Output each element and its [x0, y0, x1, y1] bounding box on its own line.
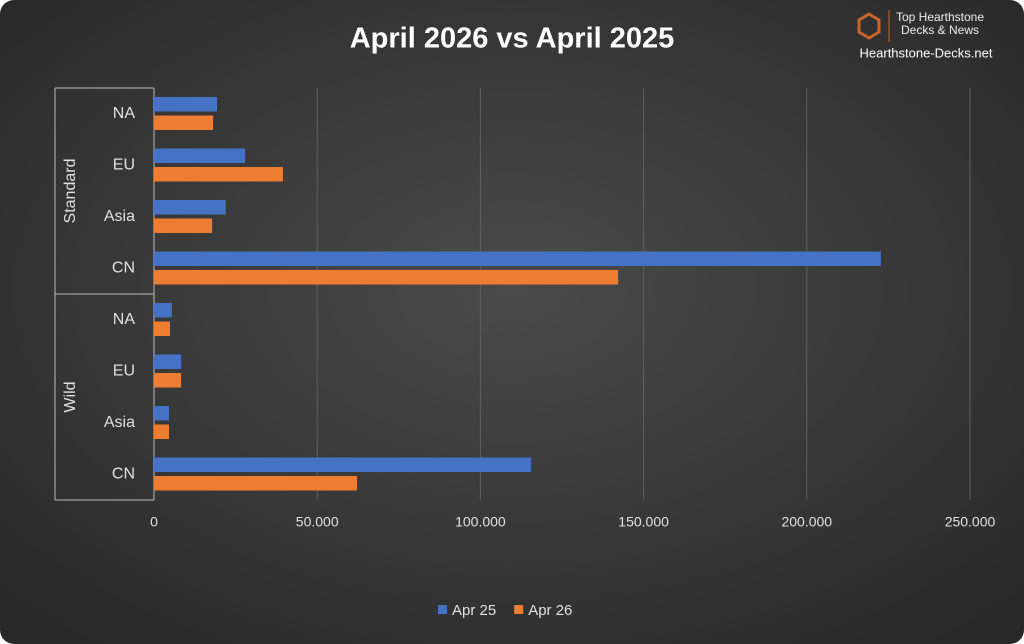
bar [154, 406, 170, 421]
group-label: Standard [62, 159, 79, 224]
bar [154, 321, 170, 336]
legend-label: Apr 25 [452, 602, 496, 619]
y-tick-label: Asia [104, 208, 135, 225]
bar [154, 218, 213, 233]
bar [154, 167, 283, 182]
y-tick-label: EU [113, 362, 135, 379]
x-tick-label: 200.000 [781, 514, 832, 530]
bar [154, 148, 246, 163]
watermark-line: Top Hearthstone [896, 10, 984, 24]
x-tick-label: 50.000 [296, 514, 339, 530]
bar [154, 270, 619, 285]
bar [154, 251, 881, 266]
y-tick-label: EU [113, 156, 135, 173]
legend-swatch [514, 605, 524, 614]
chart-title: April 2026 vs April 2025 [350, 23, 675, 55]
legend-label: Apr 26 [528, 602, 572, 619]
bar [154, 303, 172, 318]
x-tick-label: 0 [150, 514, 158, 530]
x-tick-label: 100.000 [455, 514, 506, 530]
y-tick-label: NA [113, 311, 136, 328]
bar [154, 97, 217, 112]
logo [857, 12, 881, 40]
bar [154, 200, 226, 215]
watermark: Top Hearthstone Decks & News Hearthstone… [857, 10, 993, 60]
watermark-line: Decks & News [901, 23, 979, 37]
y-tick-label: CN [112, 465, 135, 482]
bar [154, 115, 214, 130]
bar [154, 424, 170, 439]
bar [154, 373, 182, 388]
x-tick-label: 250.000 [945, 514, 996, 530]
group-label: Wild [62, 381, 79, 412]
bar [154, 457, 531, 472]
bar [154, 354, 182, 369]
bar [154, 476, 358, 491]
x-tick-label: 150.000 [618, 514, 669, 530]
y-tick-label: NA [113, 105, 136, 122]
watermark-site: Hearthstone-Decks.net [860, 45, 993, 60]
y-tick-label: Asia [104, 414, 135, 431]
y-tick-label: CN [112, 259, 135, 276]
legend-swatch [438, 605, 447, 614]
